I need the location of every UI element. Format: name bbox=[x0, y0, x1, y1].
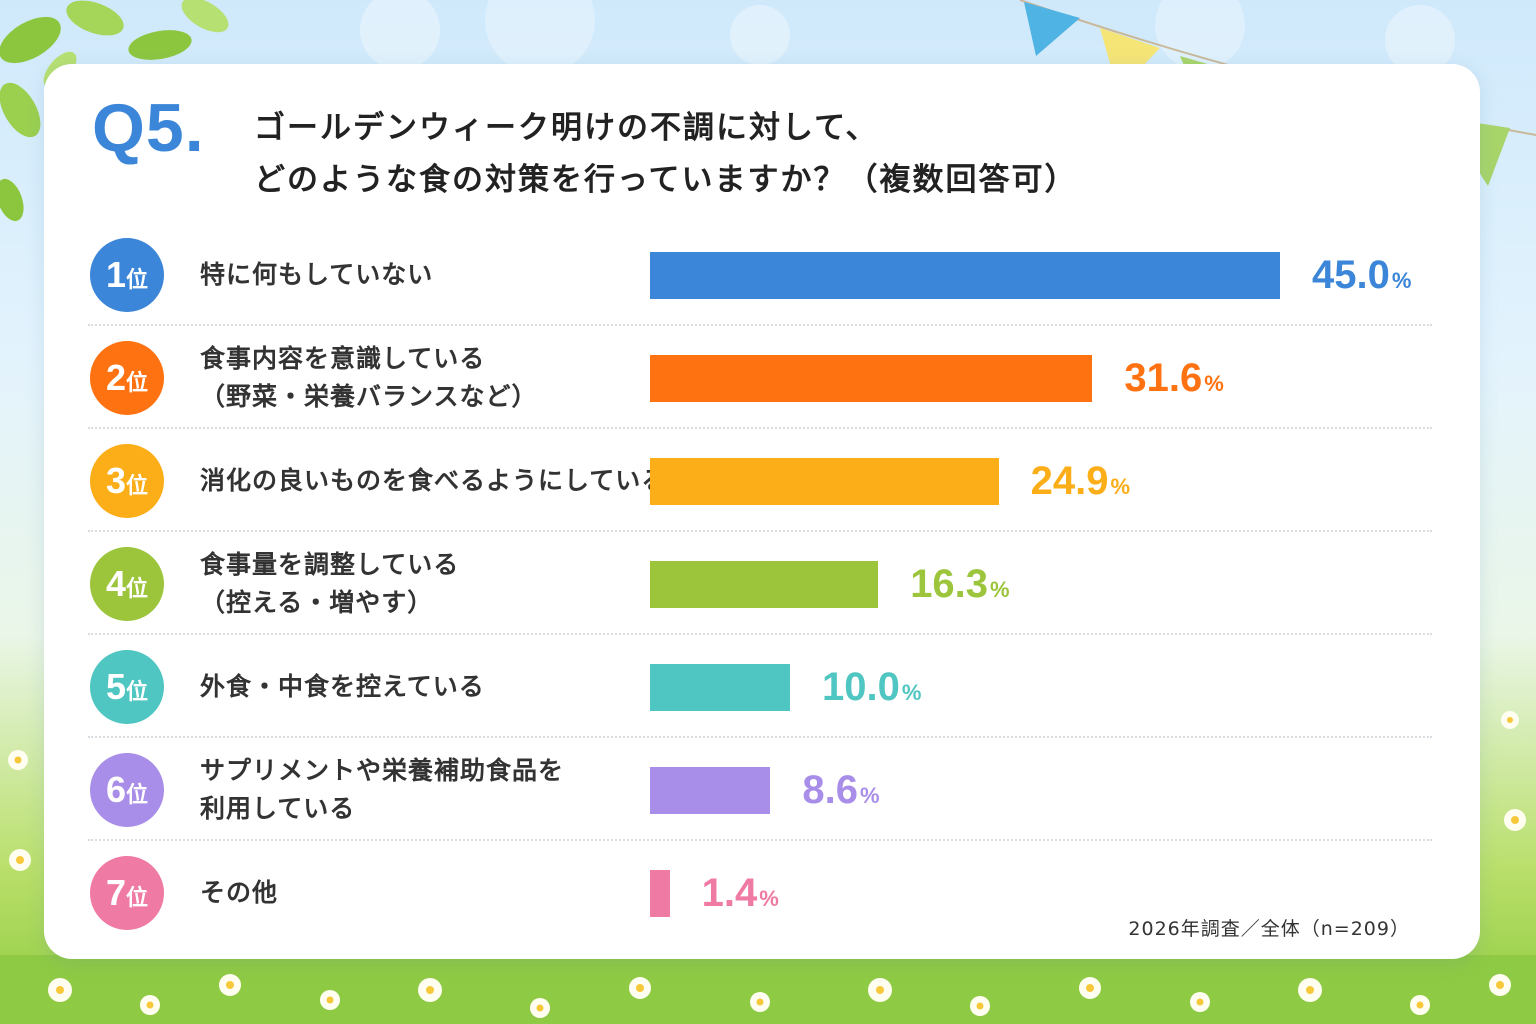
rank-badge: 6位 bbox=[90, 753, 164, 827]
data-label-value: 45.0 bbox=[1312, 253, 1390, 297]
data-label-value: 31.6 bbox=[1124, 356, 1203, 400]
bar bbox=[650, 664, 790, 711]
bar bbox=[650, 870, 670, 917]
category-label-line: その他 bbox=[200, 877, 279, 907]
chart-row: 4位 食事量を調整している （控える・増やす） 16.3% bbox=[88, 532, 1432, 635]
row-divider bbox=[88, 324, 1432, 326]
rank-number: 7 bbox=[105, 872, 126, 913]
percent-symbol: % bbox=[990, 577, 1010, 602]
category-label: 食事内容を意識している （野菜・栄養バランスなど） bbox=[200, 326, 650, 429]
rank-suffix: 位 bbox=[126, 680, 149, 705]
bar bbox=[650, 355, 1093, 402]
rank-badge: 4位 bbox=[90, 547, 164, 621]
chart-row: 5位 外食・中食を控えている 10.0% bbox=[88, 635, 1432, 738]
category-label-line: 食事内容を意識している bbox=[200, 343, 486, 373]
category-label-line: サプリメントや栄養補助食品を bbox=[200, 755, 565, 785]
chart-row: 6位 サプリメントや栄養補助食品を 利用している 8.6% bbox=[88, 738, 1432, 841]
question-line-2: どのような食の対策を行っていますか？（複数回答可） bbox=[254, 162, 1078, 198]
row-divider bbox=[88, 839, 1432, 841]
percent-symbol: % bbox=[901, 680, 922, 705]
rank-number: 6 bbox=[105, 769, 126, 810]
data-label: 31.6% bbox=[1124, 350, 1223, 412]
question-line-1: ゴールデンウィーク明けの不調に対して、 bbox=[254, 110, 879, 146]
survey-footnote: 2026年調査／全体（n=209） bbox=[1128, 918, 1410, 940]
category-label: 特に何もしていない bbox=[200, 223, 650, 326]
percent-symbol: % bbox=[1204, 371, 1224, 396]
percent-symbol: % bbox=[1110, 474, 1131, 499]
data-label-value: 8.6 bbox=[802, 768, 858, 812]
row-divider bbox=[88, 633, 1432, 635]
rank-badge: 7位 bbox=[90, 856, 164, 930]
category-label: 食事量を調整している （控える・増やす） bbox=[200, 532, 650, 635]
rank-suffix: 位 bbox=[126, 783, 149, 808]
data-label: 1.4% bbox=[702, 865, 779, 927]
rank-badge: 1位 bbox=[90, 238, 164, 312]
data-label-value: 10.0 bbox=[822, 665, 900, 709]
category-label: サプリメントや栄養補助食品を 利用している bbox=[200, 738, 650, 841]
rank-number: 5 bbox=[105, 666, 126, 707]
category-label: その他 bbox=[200, 841, 650, 944]
percent-symbol: % bbox=[860, 783, 880, 808]
category-label: 消化の良いものを食べるようにしている bbox=[200, 429, 668, 532]
category-label-line: 外食・中食を控えている bbox=[200, 671, 485, 701]
rank-number: 4 bbox=[105, 563, 126, 604]
question-title: ゴールデンウィーク明けの不調に対して、 どのような食の対策を行っていますか？（複… bbox=[254, 102, 1254, 206]
chart-row: 3位 消化の良いものを食べるようにしている 24.9% bbox=[88, 429, 1432, 532]
rank-badge: 5位 bbox=[90, 650, 164, 724]
category-label-line: （野菜・栄養バランスなど） bbox=[200, 381, 538, 411]
question-number: Q5. bbox=[92, 90, 205, 166]
rank-number: 1 bbox=[105, 254, 126, 295]
rank-number: 3 bbox=[105, 460, 126, 501]
data-label-value: 16.3 bbox=[910, 562, 989, 606]
rank-badge: 2位 bbox=[90, 341, 164, 415]
chart-row: 2位 食事内容を意識している （野菜・栄養バランスなど） 31.6% bbox=[88, 326, 1432, 429]
rank-suffix: 位 bbox=[126, 268, 149, 293]
data-label-value: 1.4 bbox=[701, 871, 758, 915]
bar bbox=[650, 767, 771, 814]
data-label: 24.9% bbox=[1031, 453, 1130, 515]
category-label: 外食・中食を控えている bbox=[200, 635, 650, 738]
rank-suffix: 位 bbox=[126, 886, 149, 911]
data-label: 10.0% bbox=[822, 659, 921, 721]
data-label: 45.0% bbox=[1312, 247, 1411, 309]
category-label-line: 利用している bbox=[200, 793, 356, 823]
category-label-line: 食事量を調整している bbox=[200, 549, 460, 579]
row-divider bbox=[88, 736, 1432, 738]
row-divider bbox=[88, 427, 1432, 429]
chart-row: 7位 その他 1.4% bbox=[88, 841, 1432, 944]
data-label: 8.6% bbox=[802, 762, 879, 824]
rank-suffix: 位 bbox=[126, 577, 149, 602]
data-label-value: 24.9 bbox=[1030, 459, 1109, 503]
rank-number: 2 bbox=[105, 357, 126, 398]
category-label-line: （控える・増やす） bbox=[200, 587, 434, 617]
data-label: 16.3% bbox=[910, 556, 1009, 618]
category-label-line: 消化の良いものを食べるようにしている bbox=[200, 465, 668, 495]
rank-suffix: 位 bbox=[126, 474, 149, 499]
grass-decoration bbox=[0, 711, 1536, 1024]
bar bbox=[650, 252, 1280, 299]
bar bbox=[650, 561, 879, 608]
category-label-line: 特に何もしていない bbox=[200, 259, 434, 289]
percent-symbol: % bbox=[1391, 268, 1412, 293]
chart-row: 1位 特に何もしていない 45.0% bbox=[88, 223, 1432, 326]
row-divider bbox=[88, 530, 1432, 532]
bar bbox=[650, 458, 999, 505]
percent-symbol: % bbox=[759, 886, 779, 911]
rank-suffix: 位 bbox=[126, 371, 149, 396]
survey-card: Q5. ゴールデンウィーク明けの不調に対して、 どのような食の対策を行っています… bbox=[44, 64, 1480, 959]
rank-badge: 3位 bbox=[90, 444, 164, 518]
